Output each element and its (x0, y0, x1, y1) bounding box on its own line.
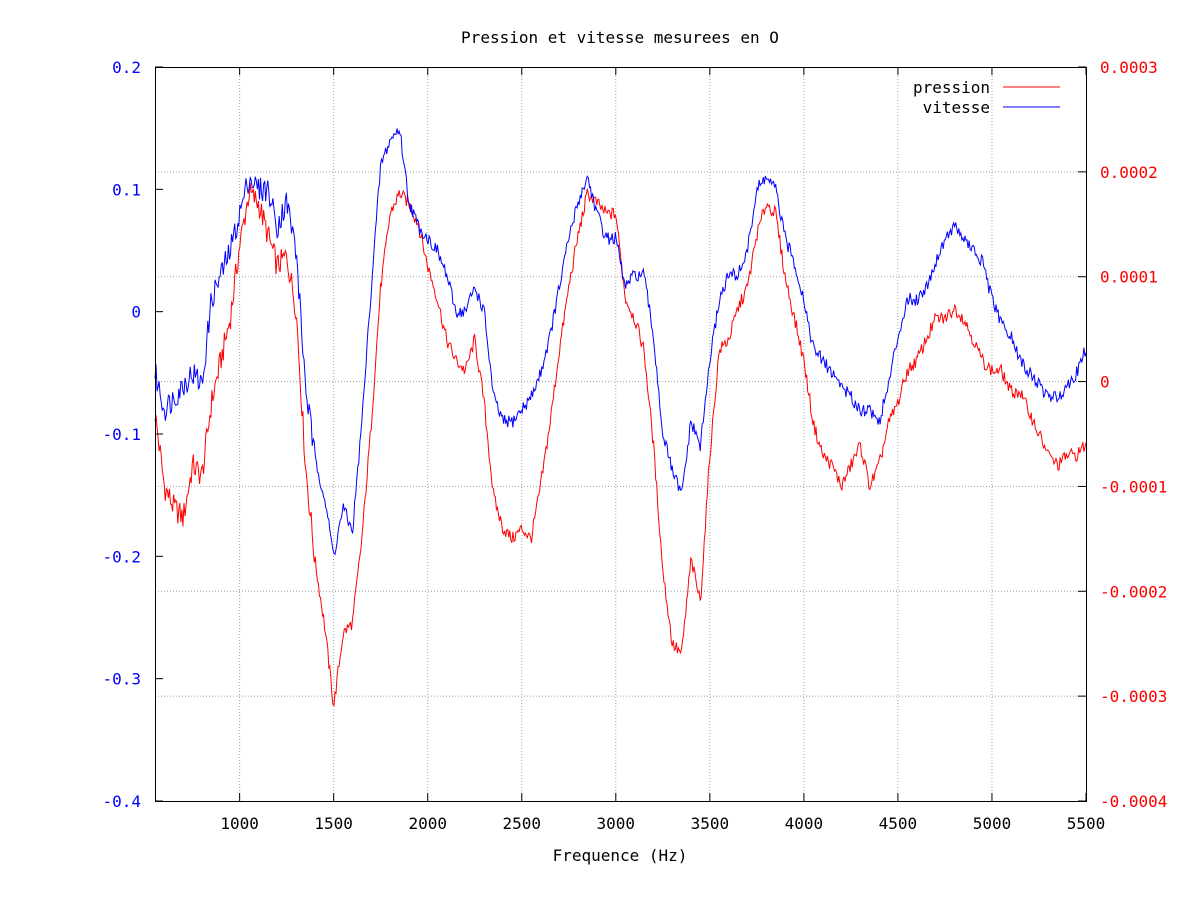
x-axis-label: Frequence (Hz) (553, 846, 688, 865)
y-right-tick-label: -0.0003 (1100, 687, 1167, 706)
chart-title: Pression et vitesse mesurees en O (461, 28, 779, 47)
y-right-tick-label: -0.0004 (1100, 792, 1167, 811)
x-tick-label: 4500 (879, 814, 918, 833)
y-left-tick-label: -0.2 (102, 547, 141, 566)
series-layer (154, 128, 1087, 707)
y-left-tick-label: 0.1 (112, 180, 141, 199)
x-tick-label: 3000 (597, 814, 636, 833)
y-left-tick-label: -0.3 (102, 670, 141, 689)
y-right-tick-label: 0.0001 (1100, 268, 1158, 287)
x-tick-label: 3500 (691, 814, 730, 833)
legend-label-vitesse: vitesse (923, 98, 990, 117)
y-right-tick-label: 0.0003 (1100, 58, 1158, 77)
series-line-vitesse (154, 128, 1087, 556)
y-right-tick-label: -0.0001 (1100, 477, 1167, 496)
y-left-tick-label: -0.1 (102, 425, 141, 444)
legend-label-pression: pression (913, 78, 990, 97)
x-tick-label: 1500 (314, 814, 353, 833)
x-tick-label: 5000 (973, 814, 1012, 833)
x-tick-label: 2500 (502, 814, 541, 833)
series-line-pression (154, 182, 1087, 707)
y-left-tick-label: 0 (131, 303, 141, 322)
x-tick-label: 5500 (1067, 814, 1106, 833)
y-left-tick-label: 0.2 (112, 58, 141, 77)
x-tick-label: 4000 (785, 814, 824, 833)
legend: pression vitesse (913, 78, 1060, 117)
x-tick-label: 1000 (220, 814, 259, 833)
x-tick-label: 2000 (408, 814, 447, 833)
plot-frame (155, 67, 1087, 802)
ticks: 1000 1500 2000 2500 3000 3500 4000 4500 5000 5500… (102, 58, 1167, 833)
y-right-tick-label: 0 (1100, 373, 1110, 392)
y-left-tick-label: -0.4 (102, 792, 141, 811)
y-right-tick-label: 0.0002 (1100, 163, 1158, 182)
y-right-tick-label: -0.0002 (1100, 582, 1167, 601)
grid (155, 67, 1086, 801)
